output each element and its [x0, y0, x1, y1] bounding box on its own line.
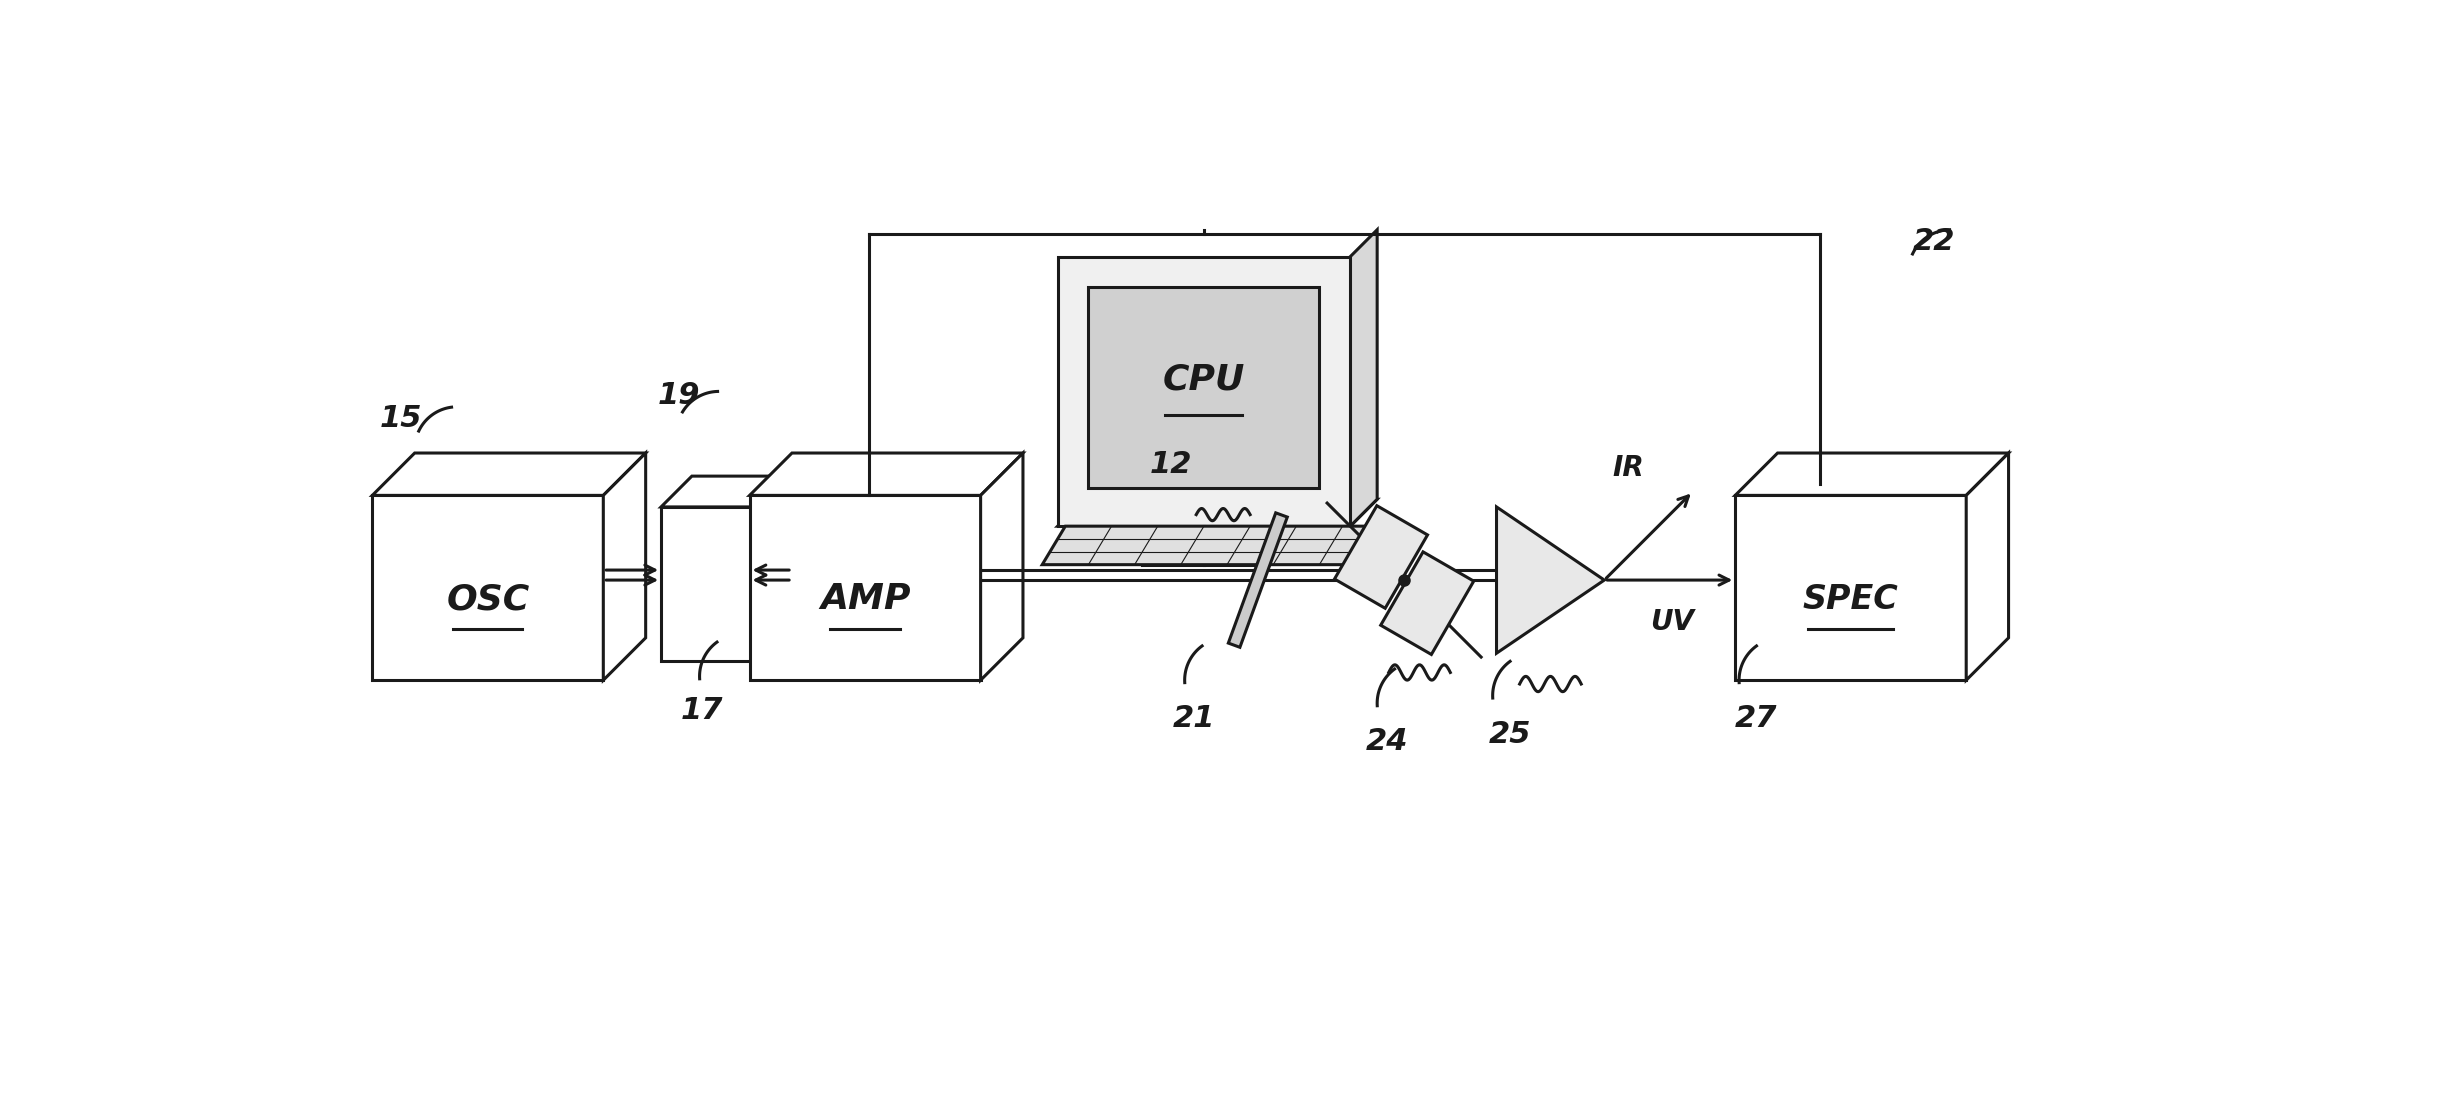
Polygon shape [1058, 257, 1350, 526]
Text: SPEC: SPEC [1803, 583, 1898, 615]
Polygon shape [373, 495, 604, 680]
Text: 24: 24 [1365, 727, 1409, 756]
Polygon shape [751, 495, 980, 680]
Text: 17: 17 [680, 696, 724, 726]
Text: 22: 22 [1913, 226, 1954, 256]
Polygon shape [1228, 513, 1287, 647]
Polygon shape [1496, 507, 1604, 654]
Polygon shape [1382, 552, 1474, 655]
Polygon shape [1089, 287, 1318, 487]
Text: 19: 19 [658, 380, 699, 410]
Polygon shape [751, 453, 1024, 495]
Text: 12: 12 [1150, 450, 1192, 479]
Text: OSC: OSC [446, 583, 529, 616]
Text: CPU: CPU [1162, 363, 1245, 397]
Text: UV: UV [1650, 609, 1694, 636]
Text: IR: IR [1611, 455, 1645, 482]
Text: 15: 15 [380, 404, 422, 433]
Polygon shape [1735, 453, 2008, 495]
Polygon shape [373, 453, 646, 495]
Polygon shape [660, 507, 792, 661]
Text: 21: 21 [1172, 704, 1216, 733]
Text: AMP: AMP [819, 583, 911, 616]
Polygon shape [1967, 453, 2008, 680]
Polygon shape [980, 453, 1024, 680]
Polygon shape [1735, 495, 1967, 680]
Polygon shape [1350, 230, 1377, 526]
Text: 25: 25 [1489, 719, 1530, 749]
Polygon shape [604, 453, 646, 680]
Polygon shape [1043, 526, 1389, 565]
Polygon shape [792, 477, 824, 661]
Polygon shape [660, 477, 824, 507]
Text: 27: 27 [1735, 704, 1777, 733]
Polygon shape [1058, 500, 1377, 526]
Polygon shape [1335, 506, 1428, 609]
